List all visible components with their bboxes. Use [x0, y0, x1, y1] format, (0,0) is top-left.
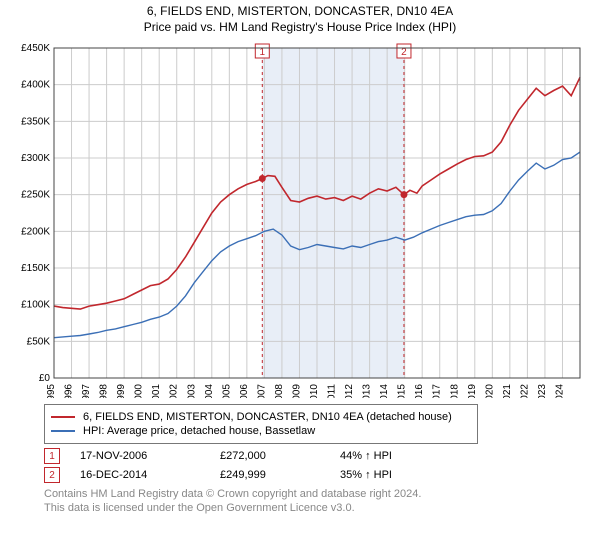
svg-text:2006: 2006 [239, 384, 250, 398]
svg-text:2002: 2002 [169, 384, 180, 398]
svg-text:2021: 2021 [502, 384, 513, 398]
svg-text:£400K: £400K [21, 80, 50, 91]
footer-line: Contains HM Land Registry data © Crown c… [44, 487, 600, 501]
svg-text:2016: 2016 [414, 384, 425, 398]
svg-text:£450K: £450K [21, 43, 50, 54]
svg-text:2007: 2007 [256, 384, 267, 398]
txn-date: 16-DEC-2014 [80, 469, 220, 481]
title-subtitle: Price paid vs. HM Land Registry's House … [0, 18, 600, 38]
svg-text:2001: 2001 [151, 384, 162, 398]
svg-text:2010: 2010 [309, 384, 320, 398]
svg-text:2017: 2017 [432, 384, 443, 398]
svg-text:2019: 2019 [467, 384, 478, 398]
table-row: 1 17-NOV-2006 £272,000 44% ↑ HPI [44, 448, 600, 464]
txn-marker: 1 [44, 448, 60, 464]
chart-titles: 6, FIELDS END, MISTERTON, DONCASTER, DN1… [0, 0, 600, 38]
svg-text:2000: 2000 [134, 384, 145, 398]
svg-text:2013: 2013 [362, 384, 373, 398]
legend-label: 6, FIELDS END, MISTERTON, DONCASTER, DN1… [83, 411, 452, 423]
svg-text:2008: 2008 [274, 384, 285, 398]
svg-text:£250K: £250K [21, 190, 50, 201]
svg-text:£300K: £300K [21, 153, 50, 164]
svg-text:2018: 2018 [449, 384, 460, 398]
legend-swatch [51, 416, 75, 418]
transactions-table: 1 17-NOV-2006 £272,000 44% ↑ HPI 2 16-DE… [44, 448, 600, 483]
svg-text:2003: 2003 [186, 384, 197, 398]
svg-text:2012: 2012 [344, 384, 355, 398]
svg-text:2005: 2005 [221, 384, 232, 398]
txn-delta: 35% ↑ HPI [340, 469, 460, 481]
svg-text:1998: 1998 [99, 384, 110, 398]
legend-swatch [51, 430, 75, 432]
svg-text:£0: £0 [39, 373, 51, 384]
svg-text:2: 2 [401, 47, 407, 58]
svg-text:1996: 1996 [64, 384, 75, 398]
svg-text:1997: 1997 [81, 384, 92, 398]
svg-text:£200K: £200K [21, 226, 50, 237]
legend-item: 6, FIELDS END, MISTERTON, DONCASTER, DN1… [51, 411, 471, 423]
svg-text:2022: 2022 [519, 384, 530, 398]
footer-line: This data is licensed under the Open Gov… [44, 501, 600, 515]
svg-text:2004: 2004 [204, 384, 215, 398]
svg-text:1995: 1995 [46, 384, 57, 398]
footer-attribution: Contains HM Land Registry data © Crown c… [44, 487, 600, 516]
svg-text:2015: 2015 [397, 384, 408, 398]
txn-marker: 2 [44, 467, 60, 483]
svg-text:£150K: £150K [21, 263, 50, 274]
svg-text:2023: 2023 [537, 384, 548, 398]
svg-text:2014: 2014 [379, 384, 390, 398]
svg-text:£350K: £350K [21, 116, 50, 127]
svg-text:£100K: £100K [21, 300, 50, 311]
svg-text:1999: 1999 [116, 384, 127, 398]
txn-delta: 44% ↑ HPI [340, 450, 460, 462]
title-address: 6, FIELDS END, MISTERTON, DONCASTER, DN1… [0, 2, 600, 18]
svg-text:2024: 2024 [554, 384, 565, 398]
table-row: 2 16-DEC-2014 £249,999 35% ↑ HPI [44, 467, 600, 483]
svg-text:2020: 2020 [484, 384, 495, 398]
chart-svg: £0 £50K £100K £150K £200K £250K £300K £350K £400… [10, 38, 590, 398]
legend: 6, FIELDS END, MISTERTON, DONCASTER, DN1… [44, 404, 478, 444]
txn-price: £249,999 [220, 469, 340, 481]
svg-text:£50K: £50K [27, 336, 51, 347]
price-chart: £0 £50K £100K £150K £200K £250K £300K £350K £400… [10, 38, 590, 398]
svg-text:1: 1 [260, 47, 266, 58]
txn-date: 17-NOV-2006 [80, 450, 220, 462]
svg-text:2011: 2011 [327, 384, 338, 398]
svg-text:2009: 2009 [291, 384, 302, 398]
txn-price: £272,000 [220, 450, 340, 462]
legend-item: HPI: Average price, detached house, Bass… [51, 425, 471, 437]
legend-label: HPI: Average price, detached house, Bass… [83, 425, 315, 437]
